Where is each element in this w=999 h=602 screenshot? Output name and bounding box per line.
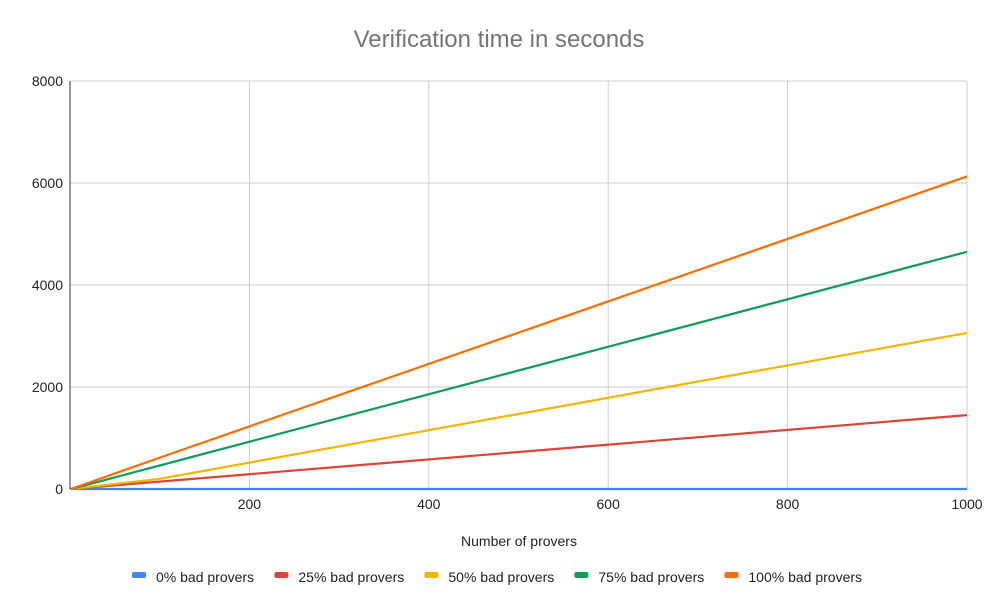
y-tick-label: 4000 [32, 277, 63, 293]
series-line-3 [70, 250, 968, 491]
y-tick-label: 8000 [32, 73, 63, 89]
legend-swatch [574, 572, 589, 578]
legend-swatch [424, 572, 439, 578]
y-tick-label: 2000 [32, 379, 63, 395]
x-tick-label: 1000 [951, 496, 982, 512]
series-line-1 [70, 414, 968, 491]
legend-swatch [132, 572, 146, 578]
y-tick-label: 6000 [32, 175, 63, 191]
x-tick-label: 600 [597, 496, 621, 512]
legend-label: 0% bad provers [156, 569, 254, 585]
y-tick-label: 0 [55, 481, 63, 497]
series-lines [70, 175, 968, 491]
legend-swatch [724, 572, 739, 578]
legend: 0% bad provers 25% bad provers 50% bad pro… [132, 569, 862, 585]
legend-label: 75% bad provers [598, 569, 704, 585]
y-axis-ticks: 0 2000 4000 6000 8000 [32, 73, 63, 497]
x-tick-label: 800 [776, 496, 800, 512]
legend-label: 25% bad provers [298, 569, 404, 585]
legend-swatch [274, 572, 289, 578]
chart-title: Verification time in seconds [354, 26, 645, 53]
legend-label: 100% bad provers [748, 569, 862, 585]
x-tick-label: 200 [238, 496, 262, 512]
gridlines [69, 80, 968, 490]
series-line-4 [70, 175, 968, 491]
series-line-2 [70, 331, 968, 491]
legend-label: 50% bad provers [448, 569, 554, 585]
x-axis-label: Number of provers [461, 533, 577, 549]
x-axis-ticks: 200 400 600 800 1000 [238, 496, 983, 512]
x-tick-label: 400 [417, 496, 441, 512]
